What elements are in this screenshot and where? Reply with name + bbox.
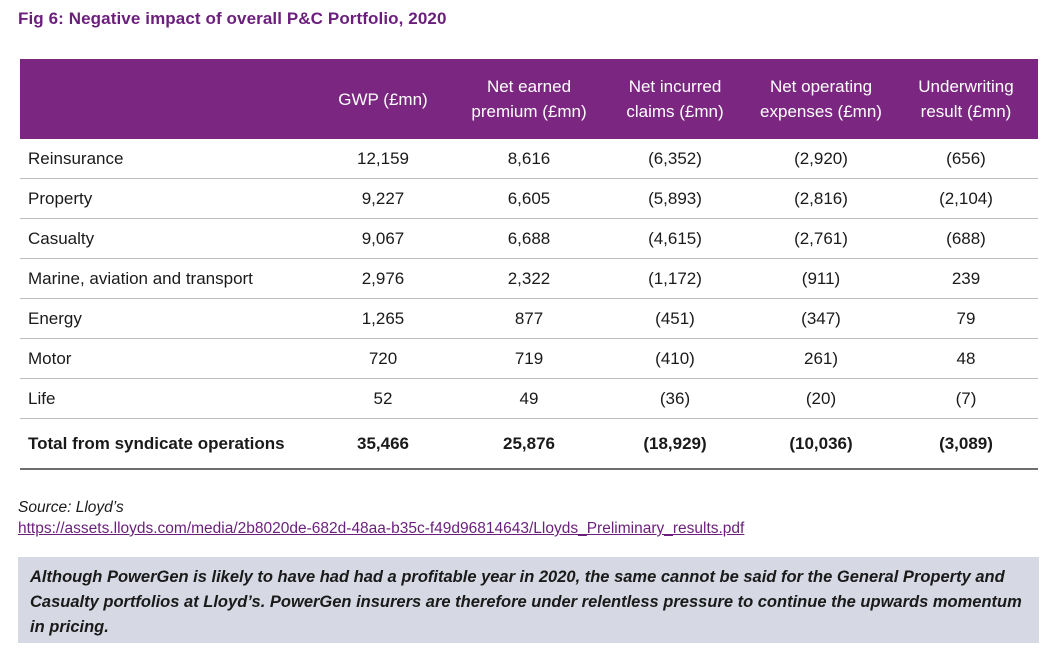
- total-row: Total from syndicate operations 35,466 2…: [20, 418, 1038, 470]
- table-cell: 239: [894, 258, 1038, 299]
- table-cell: (2,816): [748, 178, 894, 219]
- table-cell: 6,688: [456, 218, 602, 259]
- table-cell: 49: [456, 378, 602, 419]
- row-label: Total from syndicate operations: [20, 418, 310, 470]
- column-header: Underwriting result (£mn): [894, 59, 1038, 139]
- table-cell: (2,920): [748, 139, 894, 179]
- table-cell: 2,976: [310, 258, 456, 299]
- figure-title: Fig 6: Negative impact of overall P&C Po…: [18, 9, 447, 28]
- table-row: Casualty 9,067 6,688 (4,615) (2,761) (68…: [20, 218, 1038, 259]
- table-cell: 8,616: [456, 139, 602, 179]
- table-cell: 25,876: [456, 418, 602, 470]
- table-cell: 6,605: [456, 178, 602, 219]
- table-cell: (6,352): [602, 139, 748, 179]
- table-cell: (36): [602, 378, 748, 419]
- table-cell: (2,761): [748, 218, 894, 259]
- column-header: Net incurred claims (£mn): [602, 59, 748, 139]
- table-cell: (451): [602, 298, 748, 339]
- column-header: Net operating expenses (£mn): [748, 59, 894, 139]
- table-cell: (7): [894, 378, 1038, 419]
- table-cell: 12,159: [310, 139, 456, 179]
- source-note: Source: Lloyd’s https://assets.lloyds.co…: [18, 497, 744, 539]
- table-cell: (5,893): [602, 178, 748, 219]
- table-cell: (2,104): [894, 178, 1038, 219]
- table-cell: 79: [894, 298, 1038, 339]
- row-label: Marine, aviation and transport: [20, 258, 310, 299]
- table-cell: (911): [748, 258, 894, 299]
- column-header: [20, 59, 310, 139]
- row-label: Property: [20, 178, 310, 219]
- table-cell: 2,322: [456, 258, 602, 299]
- row-label: Life: [20, 378, 310, 419]
- table-cell: 720: [310, 338, 456, 379]
- callout-box: Although PowerGen is likely to have had …: [18, 557, 1039, 643]
- row-label: Reinsurance: [20, 139, 310, 179]
- table-row: Property 9,227 6,605 (5,893) (2,816) (2,…: [20, 178, 1038, 219]
- row-label: Motor: [20, 338, 310, 379]
- table-row: Energy 1,265 877 (451) (347) 79: [20, 298, 1038, 339]
- table-cell: 9,067: [310, 218, 456, 259]
- table-cell: (688): [894, 218, 1038, 259]
- table-row: Reinsurance 12,159 8,616 (6,352) (2,920)…: [20, 139, 1038, 179]
- row-label: Casualty: [20, 218, 310, 259]
- table-cell: (4,615): [602, 218, 748, 259]
- table-cell: 9,227: [310, 178, 456, 219]
- table-cell: 35,466: [310, 418, 456, 470]
- table-cell: (20): [748, 378, 894, 419]
- table-cell: 877: [456, 298, 602, 339]
- row-label: Energy: [20, 298, 310, 339]
- column-header: GWP (£mn): [310, 59, 456, 139]
- table-row: Life 52 49 (36) (20) (7): [20, 378, 1038, 419]
- table-cell: (410): [602, 338, 748, 379]
- table-cell: (10,036): [748, 418, 894, 470]
- table-cell: 52: [310, 378, 456, 419]
- table-cell: 261): [748, 338, 894, 379]
- table-cell: (1,172): [602, 258, 748, 299]
- table-cell: (3,089): [894, 418, 1038, 470]
- table-cell: 719: [456, 338, 602, 379]
- source-label: Source: Lloyd’s: [18, 499, 124, 516]
- table-cell: 48: [894, 338, 1038, 379]
- table-row: Motor 720 719 (410) 261) 48: [20, 338, 1038, 379]
- table-row: Marine, aviation and transport 2,976 2,3…: [20, 258, 1038, 299]
- table-cell: (656): [894, 139, 1038, 179]
- table-cell: (18,929): [602, 418, 748, 470]
- table-cell: 1,265: [310, 298, 456, 339]
- portfolio-table: GWP (£mn) Net earned premium (£mn) Net i…: [20, 59, 1038, 470]
- source-link[interactable]: https://assets.lloyds.com/media/2b8020de…: [18, 520, 745, 537]
- table-header-row: GWP (£mn) Net earned premium (£mn) Net i…: [20, 59, 1038, 139]
- table-cell: (347): [748, 298, 894, 339]
- column-header: Net earned premium (£mn): [456, 59, 602, 139]
